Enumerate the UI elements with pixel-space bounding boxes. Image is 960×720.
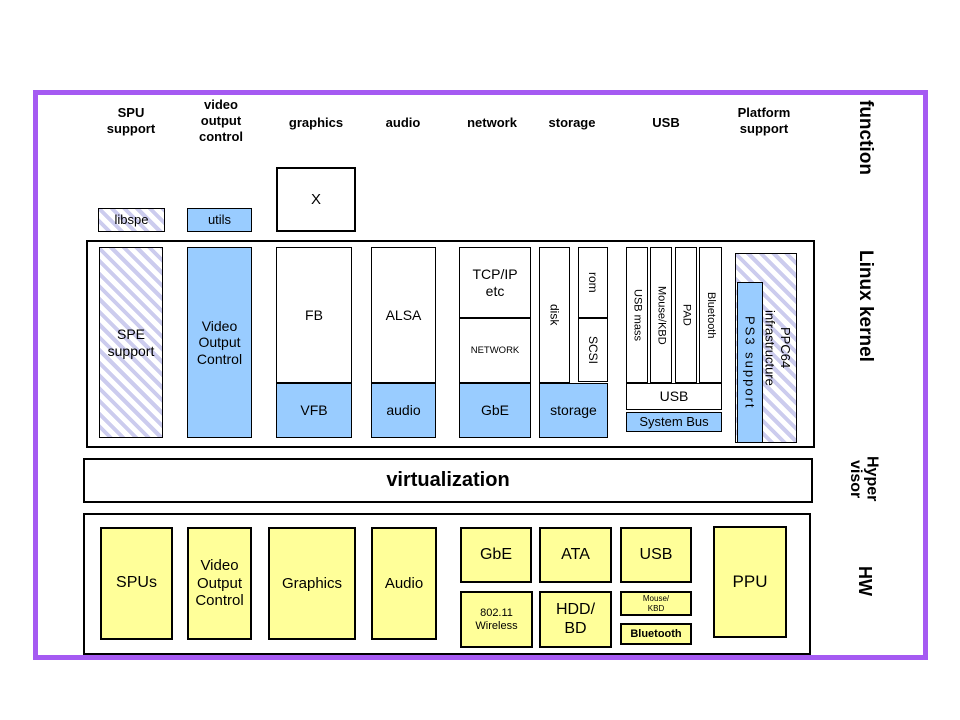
- side-label-linux-kernel: Linux kernel: [854, 250, 876, 362]
- node-network-kernel-label: NETWORK: [470, 344, 520, 356]
- node-wireless: 802.11 Wireless: [460, 591, 533, 648]
- node-libspe: libspe: [98, 208, 165, 232]
- node-wireless-label: 802.11 Wireless: [475, 606, 518, 632]
- node-ps3-support-label: PS3 support: [742, 315, 758, 410]
- node-mouse-kbd-hw: Mouse/ KBD: [620, 591, 692, 616]
- node-x-server-label: X: [310, 190, 321, 208]
- node-scsi-label: SCSI: [586, 335, 601, 364]
- node-libspe-label: libspe: [114, 212, 149, 228]
- node-ata: ATA: [539, 527, 612, 583]
- node-system-bus-label: System Bus: [639, 414, 709, 430]
- header-video-output-control: video output control: [198, 97, 244, 144]
- node-tcpip-label: TCP/IP etc: [472, 265, 518, 299]
- node-usb-hw: USB: [620, 527, 692, 583]
- node-spus-label: SPUs: [116, 574, 157, 592]
- node-graphics-hw: Graphics: [268, 527, 356, 640]
- side-label-hypervisor: Hyper visor: [846, 456, 881, 502]
- node-storage-kernel-label: storage: [550, 402, 597, 419]
- header-network: network: [467, 115, 517, 130]
- node-utils: utils: [187, 208, 252, 232]
- node-bluetooth-hw-label: Bluetooth: [630, 627, 682, 640]
- node-utils-label: utils: [207, 212, 232, 228]
- node-vfb: VFB: [276, 383, 352, 438]
- node-ppu: PPU: [713, 526, 787, 638]
- node-disk: disk: [539, 247, 570, 383]
- node-bluetooth-kernel: Bluetooth: [699, 247, 722, 383]
- node-video-output-control-kernel-label: Video Output Control: [196, 317, 243, 367]
- node-mouse-kbd-kernel-label: Mouse/KBD: [655, 285, 668, 345]
- header-graphics: graphics: [288, 115, 344, 130]
- node-network-kernel: NETWORK: [459, 318, 531, 383]
- node-x-server: X: [276, 167, 356, 232]
- side-label-function: function: [854, 100, 876, 175]
- node-mouse-kbd-kernel: Mouse/KBD: [650, 247, 672, 383]
- node-rom: rom: [578, 247, 608, 318]
- node-bluetooth-kernel-label: Bluetooth: [704, 291, 717, 339]
- node-vfb-label: VFB: [300, 402, 328, 419]
- node-ps3-support: PS3 support: [737, 282, 763, 443]
- node-tcpip: TCP/IP etc: [459, 247, 531, 318]
- node-spus: SPUs: [100, 527, 173, 640]
- node-scsi: SCSI: [578, 318, 608, 382]
- node-hdd-bd-label: HDD/ BD: [555, 600, 596, 637]
- node-pad-label: PAD: [680, 304, 693, 326]
- node-system-bus: System Bus: [626, 412, 722, 432]
- node-usb-kernel-label: USB: [659, 388, 689, 405]
- node-alsa-label: ALSA: [385, 306, 422, 323]
- header-usb: USB: [652, 115, 680, 130]
- node-audio-hw-label: Audio: [384, 574, 424, 592]
- node-gbe-kernel: GbE: [459, 383, 531, 438]
- node-fb: FB: [276, 247, 352, 383]
- header-spu-support: SPU support: [106, 105, 156, 136]
- node-usb-kernel: USB: [626, 383, 722, 410]
- node-gbe-hw-label: GbE: [479, 545, 512, 563]
- node-virtualization: virtualization: [83, 458, 813, 503]
- node-gbe-hw: GbE: [460, 527, 532, 583]
- node-spe-support-label: SPE support: [107, 325, 155, 359]
- node-ppu-label: PPU: [732, 571, 768, 591]
- node-audio-kernel: audio: [371, 383, 436, 438]
- header-audio: audio: [385, 115, 421, 130]
- node-video-output-control-hw-label: Video Output Control: [195, 556, 244, 610]
- header-platform-support: Platform support: [737, 105, 791, 136]
- node-mouse-kbd-hw-label: Mouse/ KBD: [642, 594, 670, 613]
- node-alsa: ALSA: [371, 247, 436, 383]
- node-fb-label: FB: [305, 306, 323, 323]
- node-gbe-kernel-label: GbE: [480, 402, 509, 419]
- side-label-hw: HW: [854, 566, 875, 596]
- node-video-output-control-hw: Video Output Control: [187, 527, 252, 640]
- node-disk-label: disk: [547, 304, 562, 326]
- node-audio-hw: Audio: [371, 527, 437, 640]
- node-usb-mass: USB mass: [626, 247, 648, 383]
- node-ppc64-infrastructure-label: PPC64 infrastructure: [762, 310, 793, 386]
- node-video-output-control-kernel: Video Output Control: [187, 247, 252, 438]
- node-pad: PAD: [675, 247, 697, 383]
- node-virtualization-label: virtualization: [386, 468, 510, 491]
- header-storage: storage: [548, 115, 596, 130]
- node-rom-label: rom: [586, 272, 601, 293]
- node-bluetooth-hw: Bluetooth: [620, 623, 692, 645]
- node-ata-label: ATA: [561, 545, 590, 563]
- node-audio-kernel-label: audio: [386, 402, 421, 419]
- node-usb-hw-label: USB: [639, 545, 673, 563]
- node-storage-kernel: storage: [539, 383, 608, 438]
- node-usb-mass-label: USB mass: [631, 289, 644, 341]
- node-spe-support: SPE support: [99, 247, 163, 438]
- node-hdd-bd: HDD/ BD: [539, 591, 612, 648]
- node-graphics-hw-label: Graphics: [281, 574, 343, 592]
